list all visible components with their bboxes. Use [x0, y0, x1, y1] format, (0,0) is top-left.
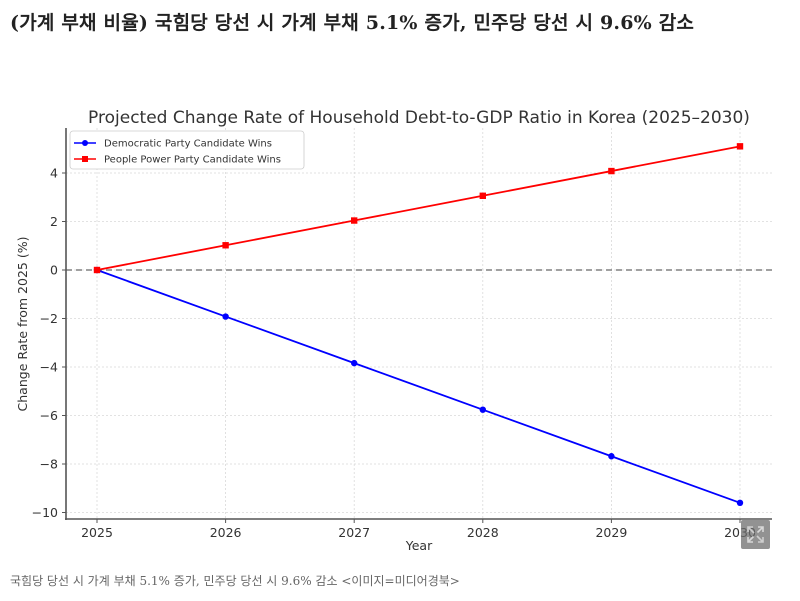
data-point	[222, 313, 229, 320]
legend: Democratic Party Candidate Wins People P…	[69, 130, 305, 170]
y-tick-label: 2	[50, 214, 58, 229]
expand-icon	[747, 526, 764, 543]
data-point	[479, 406, 486, 413]
data-point	[479, 192, 486, 199]
y-tick-label: 0	[50, 263, 58, 278]
line-chart: Projected Change Rate of Household Debt-…	[15, 108, 772, 553]
x-tick-label: 2027	[338, 525, 370, 540]
legend-label: Democratic Party Candidate Wins	[104, 139, 272, 150]
x-axis-label: Year	[405, 538, 433, 553]
y-tick-label: −10	[32, 505, 58, 520]
x-tick-label: 2028	[467, 525, 499, 540]
y-axis-label: Change Rate from 2025 (%)	[15, 237, 30, 412]
y-tick-label: −2	[40, 311, 58, 326]
y-axis-ticks: 4 2 0 −2 −4 −6 −8 −10	[32, 166, 66, 520]
data-point	[93, 266, 101, 274]
article-headline: (가계 부채 비율) 국힘당 당선 시 가계 부채 5.1% 증가, 민주당 당…	[10, 12, 695, 34]
legend-item-ppp: People Power Party Candidate Wins	[74, 155, 281, 166]
series-democratic	[93, 266, 744, 506]
data-point	[351, 217, 358, 224]
y-tick-label: −4	[40, 360, 58, 375]
chart-title: Projected Change Rate of Household Debt-…	[88, 108, 750, 128]
legend-label: People Power Party Candidate Wins	[104, 155, 281, 166]
circle-marker-icon	[82, 140, 88, 146]
expand-image-button[interactable]	[741, 520, 770, 549]
data-point	[351, 359, 358, 367]
legend-box	[69, 130, 305, 170]
data-point	[608, 453, 615, 460]
y-tick-label: −8	[40, 457, 58, 472]
x-axis-ticks: 2025 2026 2027 2028 2029 2030	[81, 519, 756, 540]
data-point	[608, 167, 615, 175]
x-tick-label: 2026	[210, 525, 242, 540]
image-caption: 국힘당 당선 시 가계 부채 5.1% 증가, 민주당 당선 시 9.6% 감소…	[10, 574, 460, 588]
series-line	[96, 145, 741, 271]
chart-figure: Projected Change Rate of Household Debt-…	[0, 95, 800, 557]
axes	[65, 128, 772, 520]
grid-lines	[66, 128, 772, 519]
data-point	[222, 242, 229, 249]
data-point	[736, 499, 744, 506]
data-point	[736, 143, 744, 150]
series-ppp	[93, 143, 744, 274]
y-tick-label: 4	[50, 166, 58, 181]
legend-item-democratic: Democratic Party Candidate Wins	[74, 139, 272, 150]
series-line	[96, 269, 741, 504]
square-marker-icon	[82, 156, 88, 162]
x-tick-label: 2029	[595, 525, 627, 540]
y-tick-label: −6	[40, 408, 58, 423]
data-series	[93, 143, 744, 506]
x-tick-label: 2025	[81, 525, 113, 540]
